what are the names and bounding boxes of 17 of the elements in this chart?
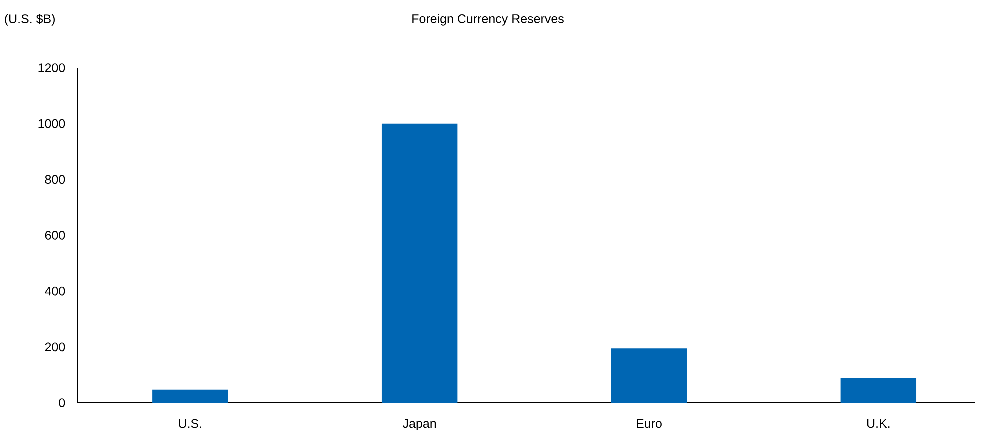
bar — [152, 390, 228, 403]
y-tick-label: 1200 — [38, 64, 66, 72]
x-tick-label: Euro — [637, 419, 662, 428]
y-tick-label: 800 — [45, 175, 66, 184]
x-tick-label: Japan — [403, 419, 436, 431]
bar — [611, 348, 688, 403]
bar — [840, 378, 917, 403]
y-tick-label: 400 — [45, 286, 66, 296]
y-tick-label: 1000 — [38, 119, 66, 128]
y-tick-label: 0 — [59, 398, 66, 408]
x-tick-label: U.S. — [179, 419, 202, 428]
bar — [382, 124, 458, 403]
y-axis-title: (U.S. $B) — [5, 14, 55, 26]
y-tick-label: 600 — [45, 231, 66, 240]
x-tick-label: U.K. — [867, 419, 890, 428]
chart-title: Foreign Currency Reserves — [412, 14, 564, 26]
y-tick-label: 200 — [45, 342, 66, 352]
